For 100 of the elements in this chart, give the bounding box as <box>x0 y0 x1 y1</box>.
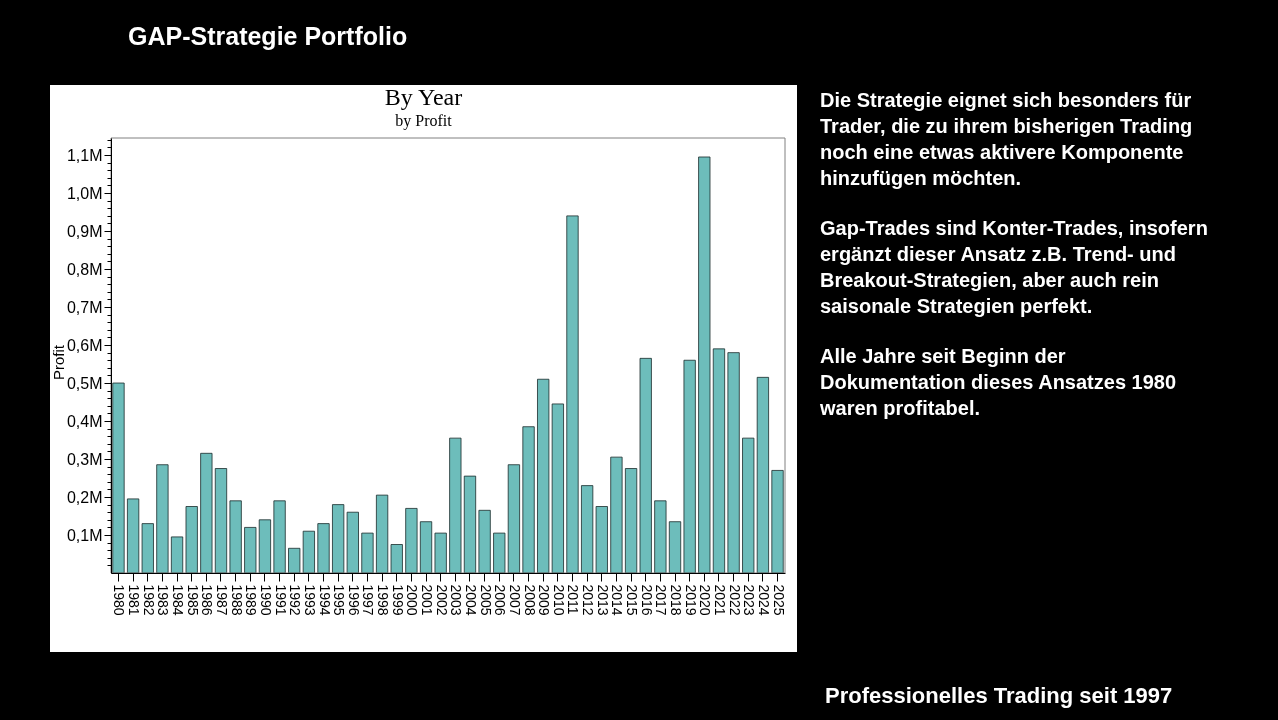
bar <box>405 508 418 574</box>
bar <box>170 536 184 574</box>
x-tick-label: 1989 <box>243 584 260 616</box>
x-tick-label: 2025 <box>770 584 787 616</box>
bar <box>581 485 594 574</box>
x-tick-label: 1983 <box>155 584 172 616</box>
x-tick-label: 1984 <box>170 584 187 616</box>
x-tick-label: 1993 <box>301 584 318 616</box>
x-tick-label: 2021 <box>711 584 728 616</box>
bar <box>302 530 315 574</box>
bar <box>595 506 608 574</box>
y-tick-label: 0,9M <box>66 222 103 240</box>
bar <box>566 215 579 574</box>
bar <box>493 532 506 574</box>
bar <box>361 532 374 574</box>
bar <box>727 352 740 574</box>
x-tick-label: 1981 <box>126 584 143 616</box>
x-tick-label: 2019 <box>682 584 699 616</box>
bar <box>624 468 638 574</box>
x-tick-label: 2007 <box>506 584 523 616</box>
x-tick-label: 1988 <box>228 584 245 616</box>
y-tick-label: 0,4M <box>66 412 103 430</box>
x-tick-label: 2016 <box>638 584 655 616</box>
y-axis-title: Profit <box>49 344 67 381</box>
x-tick-label: 1986 <box>199 584 216 616</box>
bar <box>258 519 272 574</box>
y-tick-label: 1,1M <box>66 146 103 164</box>
bar <box>449 437 462 574</box>
y-tick-label: 0,8M <box>66 260 103 278</box>
x-tick-label: 2022 <box>726 584 743 616</box>
bar <box>463 475 477 574</box>
x-tick-label: 2015 <box>624 584 641 616</box>
bar <box>756 376 769 574</box>
x-tick-label: 1999 <box>389 584 406 616</box>
bar <box>229 500 242 574</box>
bar <box>654 500 667 574</box>
x-tick-label: 1990 <box>257 584 274 616</box>
text: Professionelles Trading seit 1997 <box>825 683 1173 708</box>
x-tick-label: 2003 <box>448 584 465 616</box>
x-tick-label: 1980 <box>111 584 128 616</box>
bar <box>742 437 755 574</box>
bar <box>698 156 711 574</box>
x-tick-label: 1995 <box>331 584 348 616</box>
bar <box>112 382 125 574</box>
x-tick-label: 2014 <box>609 584 626 616</box>
x-tick-label: 2000 <box>404 584 421 616</box>
x-tick-label: 1991 <box>272 584 289 616</box>
bar <box>141 523 154 574</box>
x-tick-label: 2018 <box>668 584 685 616</box>
x-tick-label: 2012 <box>580 584 597 616</box>
y-tick-label: 1,0M <box>66 184 103 202</box>
bar <box>610 456 623 574</box>
bar <box>771 470 784 574</box>
bar <box>288 547 301 574</box>
bar <box>639 357 652 574</box>
x-tick-label: 2010 <box>550 584 567 616</box>
x-tick-label: 2005 <box>477 584 494 616</box>
y-tick-label: 0,1M <box>66 526 103 544</box>
bar <box>419 521 433 574</box>
bar <box>156 464 169 574</box>
x-tick-label: 2013 <box>594 584 611 616</box>
x-tick-label: 2006 <box>492 584 509 616</box>
y-tick-label: 0,7M <box>66 298 103 316</box>
bar <box>522 426 535 574</box>
bar <box>507 464 521 574</box>
bar <box>478 509 491 574</box>
y-tick-label: 0,5M <box>66 374 103 392</box>
x-tick-label: 2020 <box>697 584 714 616</box>
x-tick-label: 1987 <box>213 584 230 616</box>
text: GAP-Strategie Portfolio <box>128 22 408 50</box>
x-tick-label: 2024 <box>755 584 772 616</box>
x-tick-label: 2011 <box>565 584 582 615</box>
x-tick-label: 1994 <box>316 584 333 616</box>
x-tick-label: 2002 <box>433 584 450 616</box>
text: Alle Jahre seit Beginn der Dokumentation dieses Ansatzes 1980 waren profitabel. <box>819 345 1177 419</box>
x-tick-label: 2004 <box>462 584 479 616</box>
chart-title: By Year <box>384 84 463 110</box>
bar <box>127 498 140 574</box>
x-tick-label: 2023 <box>741 584 758 616</box>
x-tick-label: 1998 <box>375 584 392 616</box>
bar <box>273 500 286 574</box>
bar <box>244 527 257 574</box>
x-tick-label: 1997 <box>360 584 377 616</box>
x-tick-label: 2009 <box>536 584 553 616</box>
bar <box>434 532 447 574</box>
x-tick-label: 2001 <box>419 584 436 616</box>
x-tick-label: 1985 <box>184 584 201 616</box>
y-tick-label: 0,3M <box>66 450 103 468</box>
bar <box>390 544 403 574</box>
bar <box>712 348 726 574</box>
x-tick-label: 1982 <box>140 584 157 616</box>
bar <box>375 494 389 574</box>
y-tick-label: 0,6M <box>66 336 103 354</box>
x-tick-label: 1992 <box>287 584 304 616</box>
bar <box>683 359 696 574</box>
text: Gap-Trades sind Konter-Trades, insofern ergänzt dieser Ansatz z.B. Trend- und Breakout-Strategien, aber auch rein saisonale Strategien perfekt. <box>820 217 1208 317</box>
y-tick-label: 0,2M <box>66 488 103 506</box>
x-tick-label: 2017 <box>653 584 670 616</box>
bar <box>317 523 330 574</box>
x-tick-label: 2008 <box>521 584 538 616</box>
